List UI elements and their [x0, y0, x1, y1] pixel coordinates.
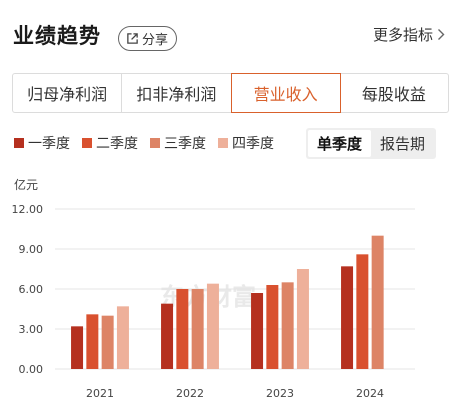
header: 业绩趋势 分享 更多指标	[0, 0, 457, 66]
more-indicators-link[interactable]: 更多指标	[373, 24, 445, 45]
bar-2023-q4	[296, 269, 309, 369]
period-toggle: 单季度 报告期	[306, 128, 437, 159]
tab-eps[interactable]: 每股收益	[361, 85, 426, 104]
x-category-label: 2022	[176, 387, 204, 400]
chart-legend: 一季度 二季度 三季度 四季度	[14, 133, 274, 153]
x-category-label: 2021	[86, 387, 114, 400]
legend-label-q1: 一季度	[28, 136, 70, 152]
legend-item-q1[interactable]: 一季度	[14, 133, 70, 153]
more-indicators-label: 更多指标	[372, 26, 433, 44]
bar-2022-q3	[191, 289, 204, 369]
share-label: 分享	[142, 33, 169, 48]
legend-label-q3: 三季度	[164, 136, 206, 152]
share-button[interactable]: 分享	[118, 26, 178, 51]
legend-item-q2[interactable]: 二季度	[82, 133, 138, 153]
bar-2021-q3	[101, 315, 114, 369]
toggle-report-period[interactable]: 报告期	[380, 135, 426, 153]
bar-2024-q3	[371, 235, 384, 369]
bar-2024-q1	[341, 266, 354, 369]
bar-2021-q1	[71, 326, 84, 369]
toggle-single-quarter[interactable]: 单季度	[308, 130, 372, 157]
y-axis-unit: 亿元	[14, 178, 39, 192]
revenue-bar-chart: 东方财富12.009.006.003.000.00202120222023202…	[12, 203, 415, 400]
y-tick-label: 3.00	[19, 323, 44, 336]
y-tick-label: 0.00	[19, 363, 44, 376]
bar-2022-q4	[206, 283, 219, 369]
tab-revenue[interactable]: 营业收入	[230, 73, 341, 113]
legend-item-q3[interactable]: 三季度	[150, 133, 206, 153]
y-tick-label: 6.00	[19, 283, 44, 296]
legend-swatch-q4	[218, 138, 228, 148]
bar-2023-q3	[281, 282, 294, 369]
bar-2022-q1	[161, 303, 174, 369]
legend-label-q4: 四季度	[232, 136, 274, 152]
tab-net-profit[interactable]: 归母净利润	[13, 74, 123, 112]
bar-2022-q2	[176, 289, 189, 369]
x-category-label: 2023	[266, 387, 294, 400]
bar-2024-q2	[356, 254, 369, 369]
y-tick-label: 9.00	[19, 243, 44, 256]
share-icon	[127, 33, 138, 44]
metric-tabs: 归母净利润 扣非净利润 营业收入 每股收益	[12, 73, 449, 113]
legend-label-q2: 二季度	[96, 136, 138, 152]
chevron-right-icon	[438, 29, 445, 40]
y-tick-label: 12.00	[12, 203, 44, 216]
bar-2023-q1	[251, 293, 264, 369]
x-category-label: 2024	[356, 387, 384, 400]
section-title: 业绩趋势	[13, 24, 101, 48]
bar-2023-q2	[266, 285, 279, 369]
legend-swatch-q3	[150, 138, 160, 148]
legend-item-q4[interactable]: 四季度	[218, 133, 274, 153]
bar-2021-q2	[86, 314, 99, 369]
legend-swatch-q1	[14, 138, 24, 148]
legend-swatch-q2	[82, 138, 92, 148]
tab-deducted-net-profit[interactable]: 扣非净利润	[122, 74, 232, 112]
bar-2021-q4	[116, 306, 129, 369]
